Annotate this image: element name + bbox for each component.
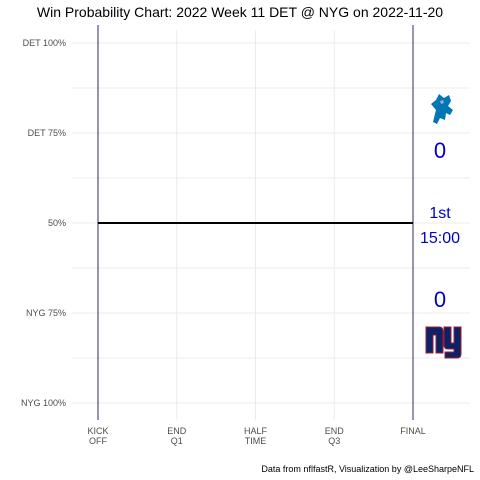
y-tick-label: NYG 75% — [26, 308, 66, 318]
x-tick-label: TIME — [245, 436, 267, 446]
y-tick-label: DET 75% — [28, 128, 66, 138]
det-lions-logo-icon — [431, 94, 453, 124]
away-score: 0 — [434, 138, 446, 163]
chart-caption: Data from nflfastR, Visualization by @Le… — [261, 464, 474, 474]
x-tick-label: Q1 — [171, 436, 183, 446]
x-tick-label: OFF — [89, 436, 107, 446]
y-tick-label: 50% — [48, 218, 66, 228]
y-axis: DET 100% DET 75% 50% NYG 75% NYG 100% — [21, 38, 66, 408]
game-clock: 15:00 — [420, 230, 460, 247]
x-tick-label: END — [325, 426, 345, 436]
x-tick-label: KICK — [87, 426, 108, 436]
chart-title: Win Probability Chart: 2022 Week 11 DET … — [37, 4, 443, 20]
game-quarter: 1st — [429, 205, 451, 222]
x-tick-label: FINAL — [400, 426, 426, 436]
y-tick-label: NYG 100% — [21, 398, 66, 408]
nyg-giants-logo-icon — [425, 326, 462, 359]
x-tick-label: HALF — [244, 426, 268, 436]
x-tick-label: Q3 — [328, 436, 340, 446]
x-tick-label: END — [167, 426, 187, 436]
y-tick-label: DET 100% — [23, 38, 66, 48]
home-score: 0 — [434, 287, 446, 312]
